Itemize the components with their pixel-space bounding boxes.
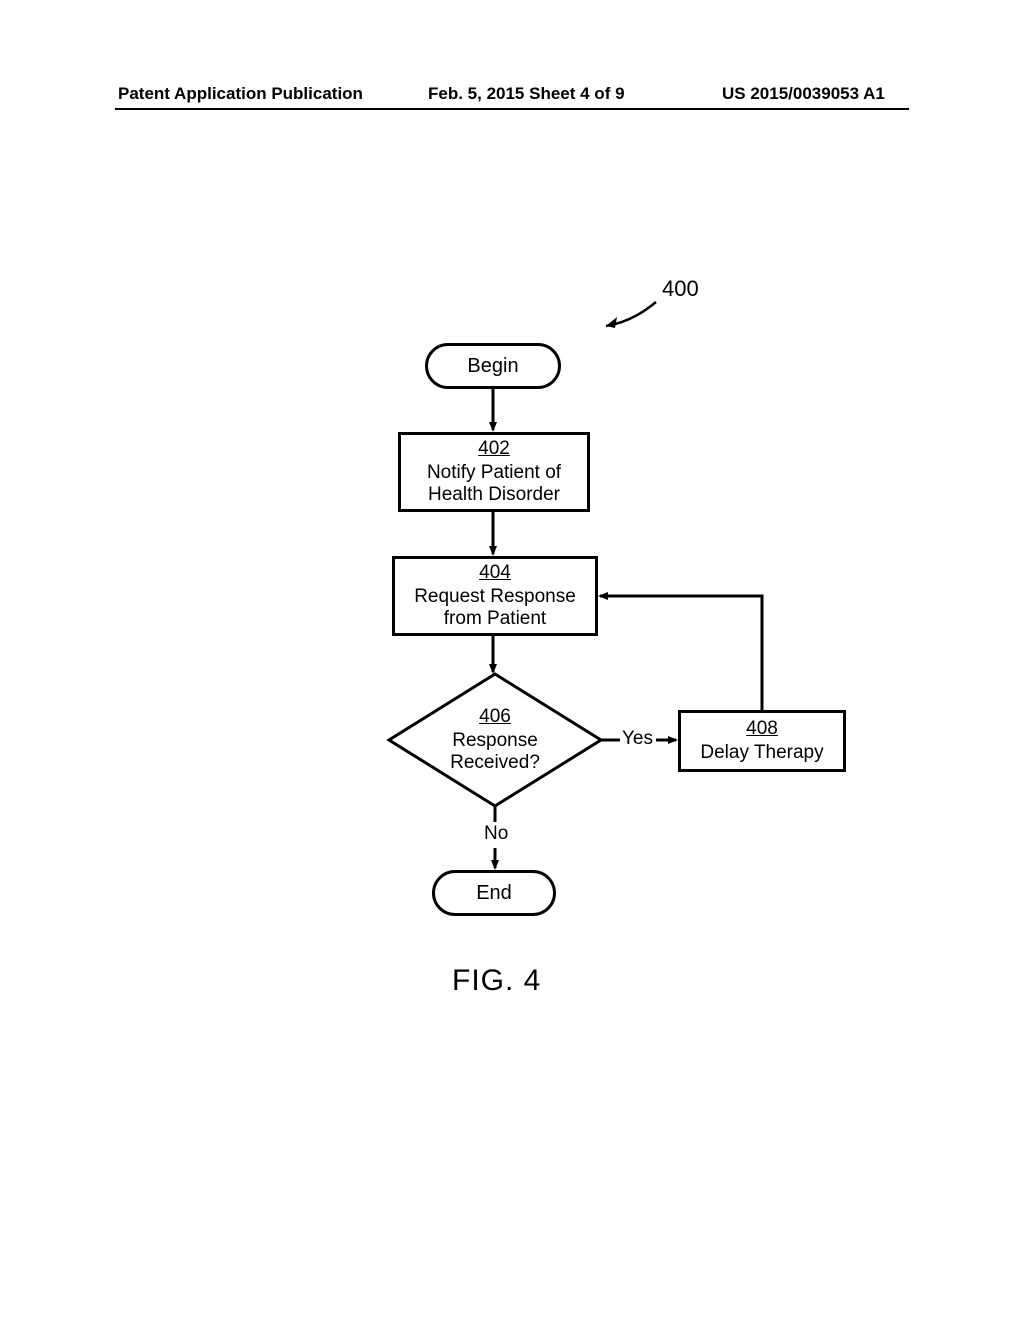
flowchart: 400 Begin 402 Notify Patient ofHealth Di… [0,0,1024,1320]
node-404-number: 404 [479,562,511,584]
flowchart-connectors [0,0,1024,1320]
node-406-number: 406 [479,706,511,728]
node-406-label: ResponseReceived? [450,730,540,774]
node-begin: Begin [425,343,561,389]
node-408: 408 Delay Therapy [678,710,846,772]
edge-label-yes: Yes [622,728,653,750]
figure-ref-number: 400 [662,276,699,302]
node-402-number: 402 [478,438,510,460]
figure-caption: FIG. 4 [452,964,541,998]
node-402-label: Notify Patient ofHealth Disorder [427,462,561,506]
edge-label-no: No [484,823,508,845]
node-end-label: End [476,882,512,905]
node-406: 406 ResponseReceived? [432,708,558,772]
page: Patent Application Publication Feb. 5, 2… [0,0,1024,1320]
ref-pointer [606,302,656,328]
node-end: End [432,870,556,916]
edge-408-feedback [600,596,762,710]
node-408-label: Delay Therapy [700,742,823,764]
node-402: 402 Notify Patient ofHealth Disorder [398,432,590,512]
node-begin-label: Begin [467,355,518,378]
node-408-number: 408 [746,718,778,740]
node-404: 404 Request Responsefrom Patient [392,556,598,636]
node-404-label: Request Responsefrom Patient [414,586,576,630]
